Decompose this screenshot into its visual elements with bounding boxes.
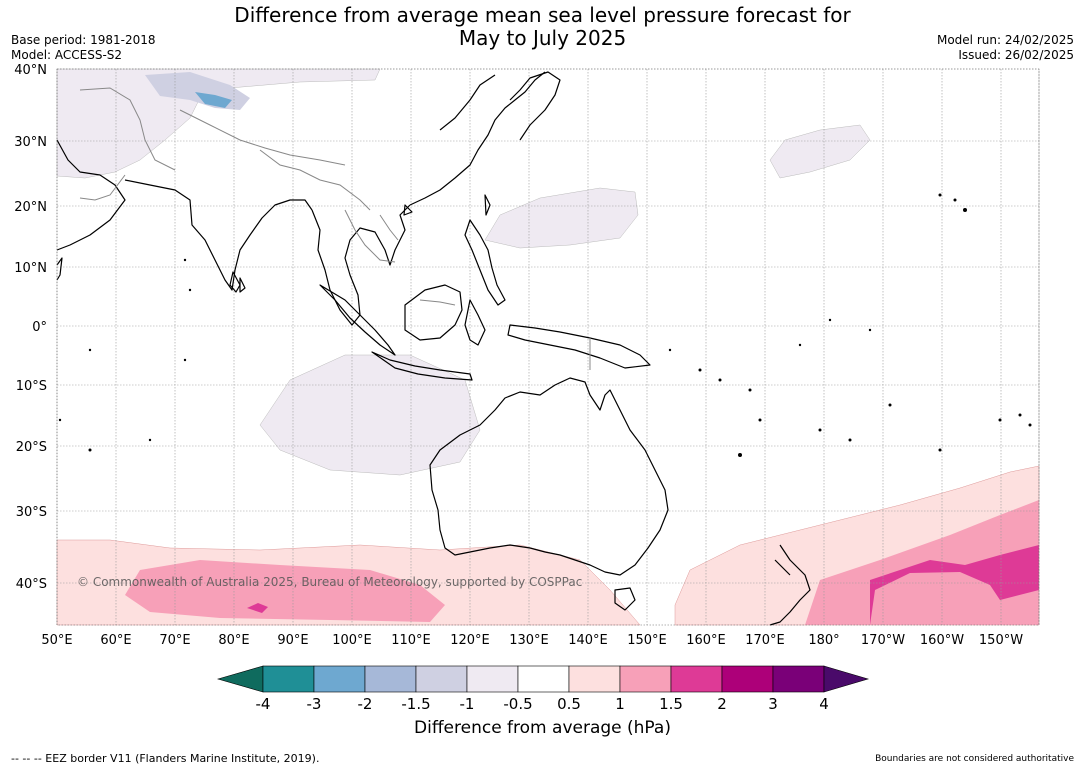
anomaly-region-nepac — [769, 124, 871, 179]
colorbar-tick: 3 — [768, 695, 778, 713]
lat-label: 30°S — [16, 505, 47, 520]
lon-label: 150°E — [627, 633, 667, 648]
colorbar-bin — [721, 665, 774, 693]
anomaly-region-tibet-core — [195, 92, 232, 108]
colorbar-tick: -0.5 — [503, 695, 532, 713]
lon-label: 170°E — [745, 633, 785, 648]
colorbar-label: Difference from average (hPa) — [414, 718, 671, 738]
lat-labels: 40°N 30°N 20°N 10°N 0° 10°S 20°S 30°S 40… — [14, 63, 47, 592]
pressure-map: © Commonwealth of Australia 2025, Bureau… — [14, 63, 1040, 648]
colorbar-bin — [568, 665, 621, 693]
lon-label: 70°E — [159, 633, 190, 648]
colorbar-tick: 1 — [615, 695, 625, 713]
lon-label: 60°E — [100, 633, 131, 648]
colorbar-tick: -1 — [460, 695, 475, 713]
colorbar-tick: 4 — [819, 695, 829, 713]
colorbar-bin — [619, 665, 672, 693]
title-line-2: May to July 2025 — [458, 26, 627, 50]
chart-title: Difference from average mean sea level p… — [220, 4, 865, 50]
colorbar-bin — [313, 665, 366, 693]
colorbar-extend-high — [823, 665, 870, 693]
coastlines — [56, 71, 811, 626]
colorbar: -4 -3 -2 -1.5 -1 -0.5 0.5 1 1.5 2 3 4 — [216, 665, 870, 713]
lon-label: 90°E — [277, 633, 308, 648]
issued-date: Issued: 26/02/2025 — [958, 48, 1074, 62]
colorbar-tick: 2 — [717, 695, 727, 713]
lon-label: 50°E — [41, 633, 72, 648]
lon-label: 140°E — [568, 633, 608, 648]
lon-label: 110°E — [391, 633, 431, 648]
lon-label: 130°E — [509, 633, 549, 648]
lon-label: 100°E — [332, 633, 372, 648]
pacific-islands — [58, 193, 1032, 457]
lon-label: 160°E — [686, 633, 726, 648]
colorbar-tick: -1.5 — [401, 695, 430, 713]
model-name: Model: ACCESS-S2 — [11, 48, 123, 62]
colorbar-bin — [466, 665, 519, 693]
anomaly-region-wpac — [484, 187, 639, 249]
lon-label: 180° — [808, 633, 839, 648]
lon-labels: 50°E 60°E 70°E 80°E 90°E 100°E 110°E 120… — [41, 633, 1023, 648]
meta-left: Base period: 1981-2018 Model: ACCESS-S2 — [11, 33, 156, 63]
colorbar-tick: 0.5 — [557, 695, 581, 713]
map-grid — [56, 68, 1040, 625]
anomaly-region-pink-west — [125, 560, 445, 622]
country-borders — [79, 87, 591, 370]
colorbar-tick: 1.5 — [659, 695, 683, 713]
colorbar-ticks: -4 -3 -2 -1.5 -1 -0.5 0.5 1 1.5 2 3 4 — [256, 695, 829, 713]
map-frame — [56, 68, 1040, 626]
lat-label: 10°S — [16, 379, 47, 394]
title-line-1: Difference from average mean sea level p… — [234, 3, 851, 27]
copyright-notice: © Commonwealth of Australia 2025, Bureau… — [77, 575, 582, 589]
meta-right: Model run: 24/02/2025 Issued: 26/02/2025 — [937, 33, 1074, 63]
lat-label: 40°S — [16, 577, 47, 592]
colorbar-extend-low — [216, 665, 264, 693]
colorbar-bin — [670, 665, 723, 693]
lat-label: 20°S — [16, 440, 47, 455]
anomaly-region-pink-east — [805, 500, 1039, 625]
anomaly-region-nw — [56, 68, 381, 179]
lon-label: 80°E — [218, 633, 249, 648]
boundaries-disclaimer: Boundaries are not considered authoritat… — [875, 754, 1074, 764]
colorbar-bin — [772, 665, 825, 693]
base-period: Base period: 1981-2018 — [11, 33, 156, 47]
lon-label: 120°E — [450, 633, 490, 648]
colorbar-bin — [415, 665, 468, 693]
colorbar-tick: -3 — [307, 695, 322, 713]
anomaly-region-magenta-small — [247, 603, 268, 613]
australia-coast — [429, 377, 669, 576]
lon-label: 170°W — [861, 633, 905, 648]
colorbar-tick: -4 — [256, 695, 271, 713]
lon-label: 160°W — [920, 633, 964, 648]
colorbar-segments — [216, 665, 870, 693]
eez-legend: -- -- -- EEZ border V11 (Flanders Marine… — [11, 752, 320, 765]
colorbar-bin — [517, 665, 570, 693]
lon-label: 150°W — [979, 633, 1023, 648]
colorbar-tick: -2 — [358, 695, 373, 713]
model-run: Model run: 24/02/2025 — [936, 33, 1074, 47]
colorbar-bin — [262, 665, 315, 693]
lat-label: 30°N — [14, 135, 47, 150]
anomaly-region-magenta — [870, 545, 1039, 625]
colorbar-bin — [364, 665, 417, 693]
lat-label: 40°N — [14, 63, 47, 78]
lat-label: 10°N — [14, 261, 47, 276]
lat-label: 20°N — [14, 200, 47, 215]
lat-label: 0° — [32, 320, 47, 335]
anomaly-shading — [56, 68, 1040, 626]
